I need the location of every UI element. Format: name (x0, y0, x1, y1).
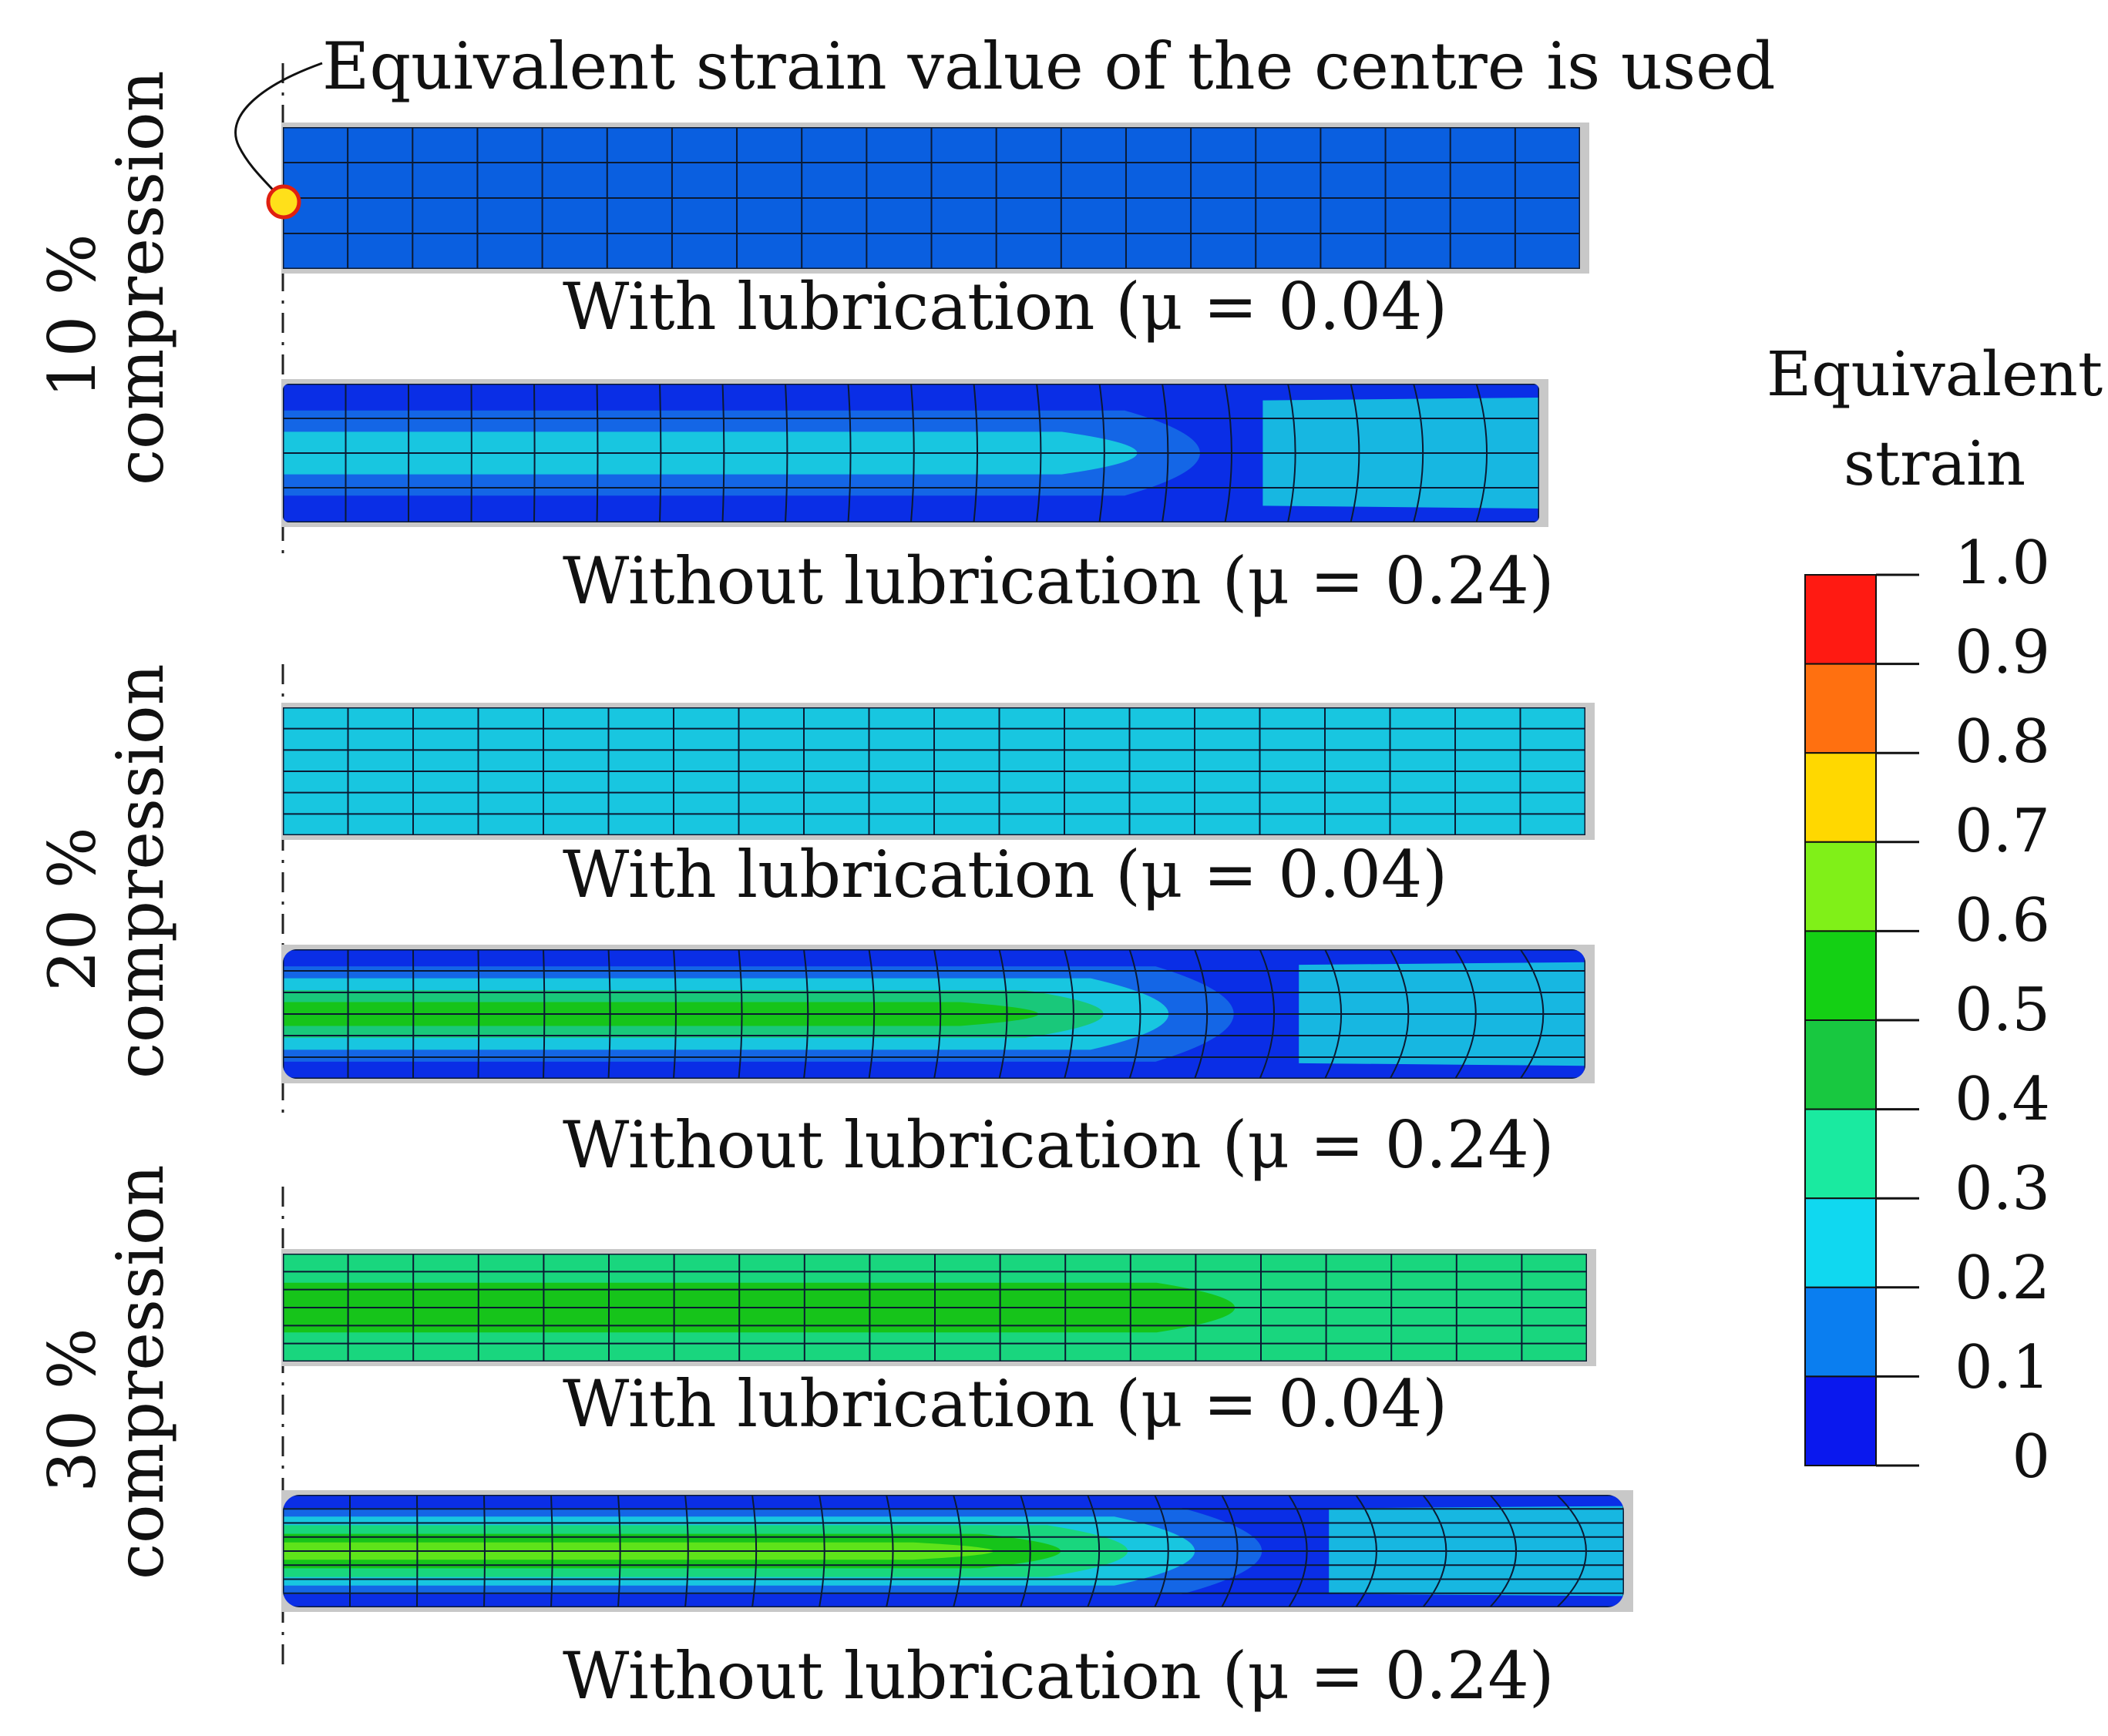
specimen-5 (283, 1254, 1587, 1362)
legend-tick-0: 0 (2012, 1422, 2050, 1492)
legend-tick-0-2: 0.2 (1954, 1244, 2050, 1313)
legend-tick-0-4: 0.4 (1954, 1065, 2050, 1134)
group-label-20: 20 % compression (35, 663, 179, 1079)
mesh-col-line (617, 1495, 621, 1607)
legend-tick-0-9: 0.9 (1954, 618, 2050, 687)
caption-30-with-lubrication: With lubrication (μ = 0.04) (563, 1366, 1448, 1442)
mesh-col-line (1288, 1495, 1308, 1607)
mesh-col-line (1556, 1495, 1587, 1607)
legend-title: Equivalent strain (1757, 330, 2108, 509)
legend-swatch (1804, 1108, 1877, 1200)
legend-title-line2: strain (1843, 428, 2026, 499)
mesh-col-line (738, 949, 743, 1079)
group-label-10-line1: 10 % (35, 233, 110, 398)
mesh-col-line (607, 949, 611, 1079)
mesh-col-line (721, 384, 725, 522)
mesh-col-line (1087, 1495, 1101, 1607)
mesh-col-line (1350, 384, 1360, 522)
legend-swatch (1804, 841, 1877, 932)
legend-swatch (1804, 1375, 1877, 1467)
mesh-col-line (1221, 1495, 1239, 1607)
group-label-20-line2: compression (103, 663, 179, 1079)
legend-swatch (1804, 663, 1877, 754)
legend-swatch (1804, 574, 1877, 665)
legend-tick-0-5: 0.5 (1954, 975, 2050, 1045)
mesh-col-line (819, 1495, 825, 1607)
mesh-col-line (543, 949, 546, 1079)
mesh-col-line (1324, 949, 1343, 1079)
mesh-col-line (550, 1495, 553, 1607)
legend-swatch (1804, 752, 1877, 843)
mesh-col-line (533, 384, 536, 522)
legend-swatch (1804, 1286, 1877, 1378)
caption-20-without-lubrication: Without lubrication (μ = 0.24) (563, 1107, 1555, 1183)
group-label-30: 30 % compression (35, 1164, 179, 1580)
mesh-col-line (1098, 384, 1105, 522)
mesh-col-line (1389, 949, 1410, 1079)
legend-tick-0-6: 0.6 (1954, 886, 2050, 955)
legend-tick-0-8: 0.8 (1954, 707, 2050, 777)
mesh-col-line (1475, 384, 1488, 522)
mesh-col-line (1519, 949, 1545, 1079)
mesh-col-line (483, 1495, 486, 1607)
mesh-col-line (1489, 1495, 1518, 1607)
mesh-col-line (973, 384, 979, 522)
mesh-col-line (684, 1495, 689, 1607)
mesh-col-line (1454, 949, 1477, 1079)
mesh-col-line (1162, 384, 1169, 522)
group-label-30-line2: compression (103, 1164, 179, 1580)
specimen-4 (283, 949, 1585, 1079)
group-label-20-line1: 20 % (35, 827, 110, 992)
mesh-col-line (1287, 384, 1296, 522)
mesh-col-line (910, 384, 915, 522)
caption-30-without-lubrication: Without lubrication (μ = 0.24) (563, 1638, 1555, 1714)
mesh-col-line (953, 1495, 963, 1607)
legend-tick-0-1: 0.1 (1954, 1333, 2050, 1402)
mesh-col-line (868, 949, 876, 1079)
mesh-col-line (998, 949, 1008, 1079)
group-label-10: 10 % compression (35, 70, 179, 485)
specimen-6 (283, 1495, 1624, 1607)
mesh-col-line (1064, 949, 1074, 1079)
caption-10-without-lubrication: Without lubrication (μ = 0.24) (563, 543, 1555, 619)
mesh-col-line (1413, 384, 1424, 522)
legend-tick-1-0: 1.0 (1954, 529, 2050, 598)
legend-tick-0-7: 0.7 (1954, 797, 2050, 866)
legend-title-line1: Equivalent (1766, 338, 2103, 410)
annotation-leader-line (234, 62, 323, 203)
annotation-text: Equivalent strain value of the centre is… (322, 29, 1776, 104)
mesh-col-line (1128, 949, 1141, 1079)
mesh-col-line (803, 949, 809, 1079)
legend-tick-0-3: 0.3 (1954, 1154, 2050, 1224)
mesh-col-line (847, 384, 852, 522)
mesh-col-line (1355, 1495, 1377, 1607)
mesh-col-line (933, 949, 942, 1079)
mesh-col-line (1036, 384, 1042, 522)
mesh-col-line (1020, 1495, 1031, 1607)
specimen-1 (283, 127, 1580, 269)
mesh-col-line (1194, 949, 1209, 1079)
mesh-col-line (1154, 1495, 1169, 1607)
mesh-col-line (785, 384, 788, 522)
centre-point-marker (266, 184, 301, 220)
group-label-10-line2: compression (103, 70, 179, 485)
mesh-col-line (673, 949, 677, 1079)
specimen-2 (283, 384, 1539, 522)
mesh-col-line (751, 1495, 758, 1607)
mesh-col-line (1422, 1495, 1447, 1607)
legend-swatch (1804, 930, 1877, 1022)
legend-swatch (1804, 1197, 1877, 1288)
mesh-col-line (659, 384, 662, 522)
specimen-3 (283, 707, 1585, 835)
legend-swatch (1804, 1019, 1877, 1110)
mesh-col-line (1259, 949, 1276, 1079)
mesh-col-line (886, 1495, 894, 1607)
caption-20-with-lubrication: With lubrication (μ = 0.04) (563, 837, 1448, 912)
mesh-col-line (1224, 384, 1232, 522)
caption-10-with-lubrication: With lubrication (μ = 0.04) (563, 269, 1448, 344)
mesh-col-line (596, 384, 599, 522)
group-label-30-line1: 30 % (35, 1328, 110, 1493)
